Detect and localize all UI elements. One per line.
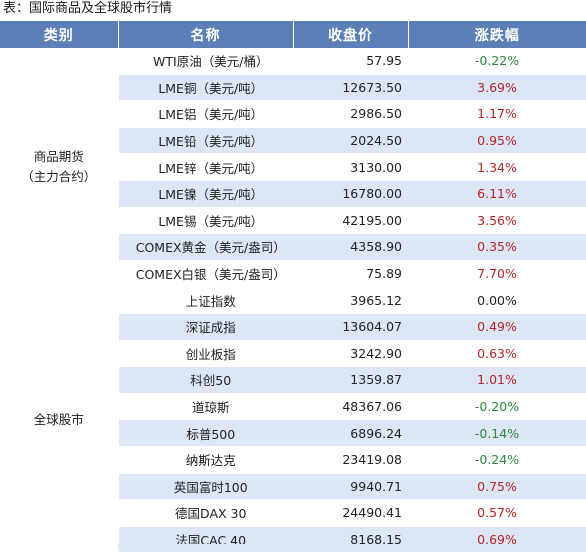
instrument-name: 上证指数 <box>118 286 293 314</box>
market-quotes-table: 类别 名称 收盘价 涨跌幅 商品期货 （主力合约） WTI原油（美元/桶） 57.95… <box>0 21 586 553</box>
close-price: 23419.08 <box>293 446 408 474</box>
table-row: COMEX白银（美元/盎司） 75.89 7.70% <box>0 260 586 288</box>
instrument-name: 德国DAX 30 <box>118 499 293 527</box>
header-category: 类别 <box>0 21 119 48</box>
instrument-name: LME锡（美元/吨） <box>118 207 293 235</box>
close-price: 13604.07 <box>293 313 408 341</box>
change-percent: 3.69% <box>408 74 586 102</box>
change-percent: 0.57% <box>408 499 586 527</box>
table-caption: 表：国际商品及全球股市行情 <box>3 1 173 16</box>
table-row: 纳斯达克 23419.08 -0.24% <box>0 446 586 474</box>
close-price: 57.95 <box>293 48 408 75</box>
instrument-name: 道琼斯 <box>118 393 293 421</box>
table-header: 类别 名称 收盘价 涨跌幅 <box>0 21 586 48</box>
instrument-name: LME铝（美元/吨） <box>118 100 293 128</box>
instrument-name: LME铅（美元/吨） <box>118 127 293 155</box>
table-row: 创业板指 3242.90 0.63% <box>0 340 586 368</box>
close-price: 24490.41 <box>293 499 408 527</box>
table-row: 科创50 1359.87 1.01% <box>0 366 586 394</box>
change-percent: 0.00% <box>408 286 586 314</box>
table-row: LME锌（美元/吨） 3130.00 1.34% <box>0 153 586 181</box>
change-percent: 0.75% <box>408 473 586 501</box>
instrument-name: COMEX白银（美元/盎司） <box>118 260 293 288</box>
table-row: 全球股市 上证指数 3965.12 0.00% <box>0 286 586 553</box>
close-price: 16780.00 <box>293 180 408 208</box>
change-percent: 0.49% <box>408 313 586 341</box>
instrument-name: 标普500 <box>118 419 293 447</box>
instrument-name: 深证成指 <box>118 313 293 341</box>
instrument-name: LME铜（美元/吨） <box>118 74 293 102</box>
change-percent: 0.63% <box>408 340 586 368</box>
table-body: 商品期货 （主力合约） WTI原油（美元/桶） 57.95 -0.22% LME铜（美元/… <box>0 48 586 553</box>
change-percent: 1.34% <box>408 153 586 181</box>
table-row: LME铝（美元/吨） 2986.50 1.17% <box>0 100 586 128</box>
close-price: 12673.50 <box>293 74 408 102</box>
table-row: COMEX黄金（美元/盎司） 4358.90 0.35% <box>0 233 586 261</box>
change-percent: 6.11% <box>408 180 586 208</box>
change-percent: 0.95% <box>408 127 586 155</box>
instrument-name: LME锌（美元/吨） <box>118 153 293 181</box>
table-row: 深证成指 13604.07 0.49% <box>0 313 586 341</box>
table-bottom-strip <box>118 544 586 549</box>
change-percent: 0.35% <box>408 233 586 261</box>
instrument-name: 创业板指 <box>118 340 293 368</box>
category-cell: 商品期货 （主力合约） <box>0 48 119 288</box>
change-percent: -0.14% <box>408 419 586 447</box>
change-percent: -0.22% <box>408 48 586 75</box>
instrument-name: 英国富时100 <box>118 473 293 501</box>
category-sublabel: （主力合约） <box>21 169 97 185</box>
close-price: 6896.24 <box>293 419 408 447</box>
table-row: 商品期货 （主力合约） WTI原油（美元/桶） 57.95 -0.22% <box>0 48 586 288</box>
table-row: 标普500 6896.24 -0.14% <box>0 419 586 447</box>
change-percent: 3.56% <box>408 207 586 235</box>
table-row: 英国富时100 9940.71 0.75% <box>0 473 586 501</box>
close-price: 2024.50 <box>293 127 408 155</box>
table-row: LME镍（美元/吨） 16780.00 6.11% <box>0 180 586 208</box>
change-percent: 1.01% <box>408 366 586 394</box>
instrument-name: COMEX黄金（美元/盎司） <box>118 233 293 261</box>
instrument-name: WTI原油（美元/桶） <box>118 48 293 75</box>
category-label: 全球股市 <box>33 411 84 427</box>
instrument-name: 科创50 <box>118 366 293 394</box>
close-price: 4358.90 <box>293 233 408 261</box>
table-row: LME铜（美元/吨） 12673.50 3.69% <box>0 74 586 102</box>
close-price: 3965.12 <box>293 286 408 314</box>
close-price: 3242.90 <box>293 340 408 368</box>
close-price: 3130.00 <box>293 153 408 181</box>
table-row: 德国DAX 30 24490.41 0.57% <box>0 499 586 527</box>
header-close: 收盘价 <box>293 21 409 48</box>
instrument-name: LME镍（美元/吨） <box>118 180 293 208</box>
category-label: 商品期货 <box>33 149 84 165</box>
close-price: 1359.87 <box>293 366 408 394</box>
instrument-name: 纳斯达克 <box>118 446 293 474</box>
change-percent: 1.17% <box>408 100 586 128</box>
close-price: 75.89 <box>293 260 408 288</box>
close-price: 9940.71 <box>293 473 408 501</box>
header-name: 名称 <box>118 21 294 48</box>
change-percent: 7.70% <box>408 260 586 288</box>
change-percent: -0.20% <box>408 393 586 421</box>
change-percent: -0.24% <box>408 446 586 474</box>
close-price: 42195.00 <box>293 207 408 235</box>
table-row: 道琼斯 48367.06 -0.20% <box>0 393 586 421</box>
category-cell: 全球股市 <box>0 286 119 553</box>
header-change: 涨跌幅 <box>408 21 586 48</box>
table-row: LME锡（美元/吨） 42195.00 3.56% <box>0 207 586 235</box>
table-row: LME铅（美元/吨） 2024.50 0.95% <box>0 127 586 155</box>
close-price: 48367.06 <box>293 393 408 421</box>
close-price: 2986.50 <box>293 100 408 128</box>
